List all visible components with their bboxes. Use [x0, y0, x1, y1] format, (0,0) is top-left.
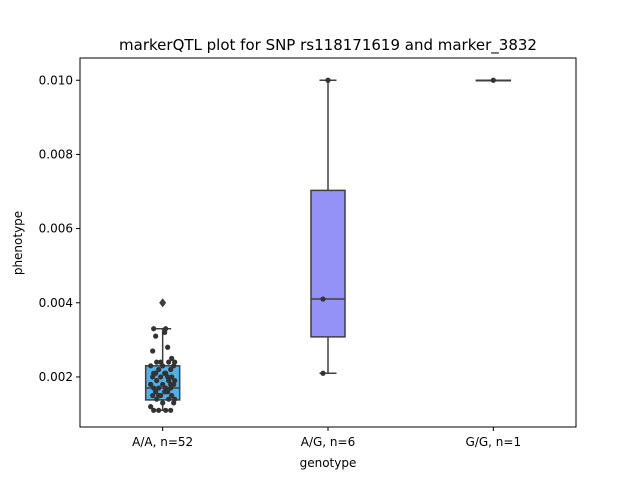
data-point	[163, 407, 169, 413]
data-point	[148, 381, 154, 387]
y-axis-label: phenotype	[11, 211, 25, 275]
data-point	[158, 374, 164, 380]
data-point	[163, 326, 169, 332]
y-tick-label: 0.010	[39, 73, 73, 87]
x-axis: A/A, n=52 A/G, n=6 G/G, n=1	[132, 427, 521, 449]
data-point	[160, 381, 166, 387]
data-point	[151, 407, 157, 413]
data-point	[150, 348, 156, 354]
data-point	[163, 370, 169, 376]
chart-title: markerQTL plot for SNP rs118171619 and m…	[119, 36, 537, 55]
data-point	[156, 407, 162, 413]
x-tick-label: G/G, n=1	[466, 435, 522, 449]
data-point	[165, 344, 171, 350]
y-tick-label: 0.004	[39, 296, 73, 310]
data-point	[150, 392, 156, 399]
data-point	[172, 396, 178, 402]
box-group	[144, 298, 181, 412]
x-axis-label: genotype	[300, 456, 357, 470]
data-point	[166, 396, 172, 402]
data-point	[166, 359, 172, 365]
data-point	[156, 385, 162, 391]
x-tick-label: A/A, n=52	[132, 435, 193, 449]
box	[310, 189, 346, 338]
data-point	[168, 366, 174, 373]
data-point	[172, 378, 178, 384]
data-point	[153, 333, 159, 339]
data-point	[148, 363, 154, 369]
data-point	[169, 392, 175, 399]
data-point	[154, 359, 160, 365]
data-point	[320, 370, 326, 376]
data-point	[158, 359, 164, 365]
outlier-marker	[159, 298, 167, 308]
data-point	[490, 77, 496, 83]
data-point	[160, 400, 166, 406]
data-point	[168, 407, 174, 413]
data-point	[172, 359, 178, 365]
y-tick-label: 0.008	[39, 147, 73, 161]
y-tick-label: 0.002	[39, 370, 73, 384]
x-tick-label: A/G, n=6	[301, 435, 355, 449]
data-point	[156, 392, 162, 399]
box-group	[310, 79, 346, 374]
data-point	[156, 366, 162, 373]
data-point	[151, 326, 157, 332]
data-point	[320, 296, 326, 302]
data-point	[168, 381, 174, 387]
data-point	[151, 370, 157, 376]
data-point	[168, 385, 174, 391]
y-tick-label: 0.006	[39, 222, 73, 236]
data-point	[151, 385, 157, 391]
y-axis: 0.002 0.004 0.006 0.008 0.010	[39, 73, 80, 384]
data-point	[169, 355, 175, 361]
data-point	[325, 77, 331, 83]
plot-area	[144, 77, 512, 413]
data-point	[154, 378, 160, 384]
data-point	[169, 374, 175, 380]
data-point	[163, 385, 169, 391]
data-point	[148, 404, 154, 410]
